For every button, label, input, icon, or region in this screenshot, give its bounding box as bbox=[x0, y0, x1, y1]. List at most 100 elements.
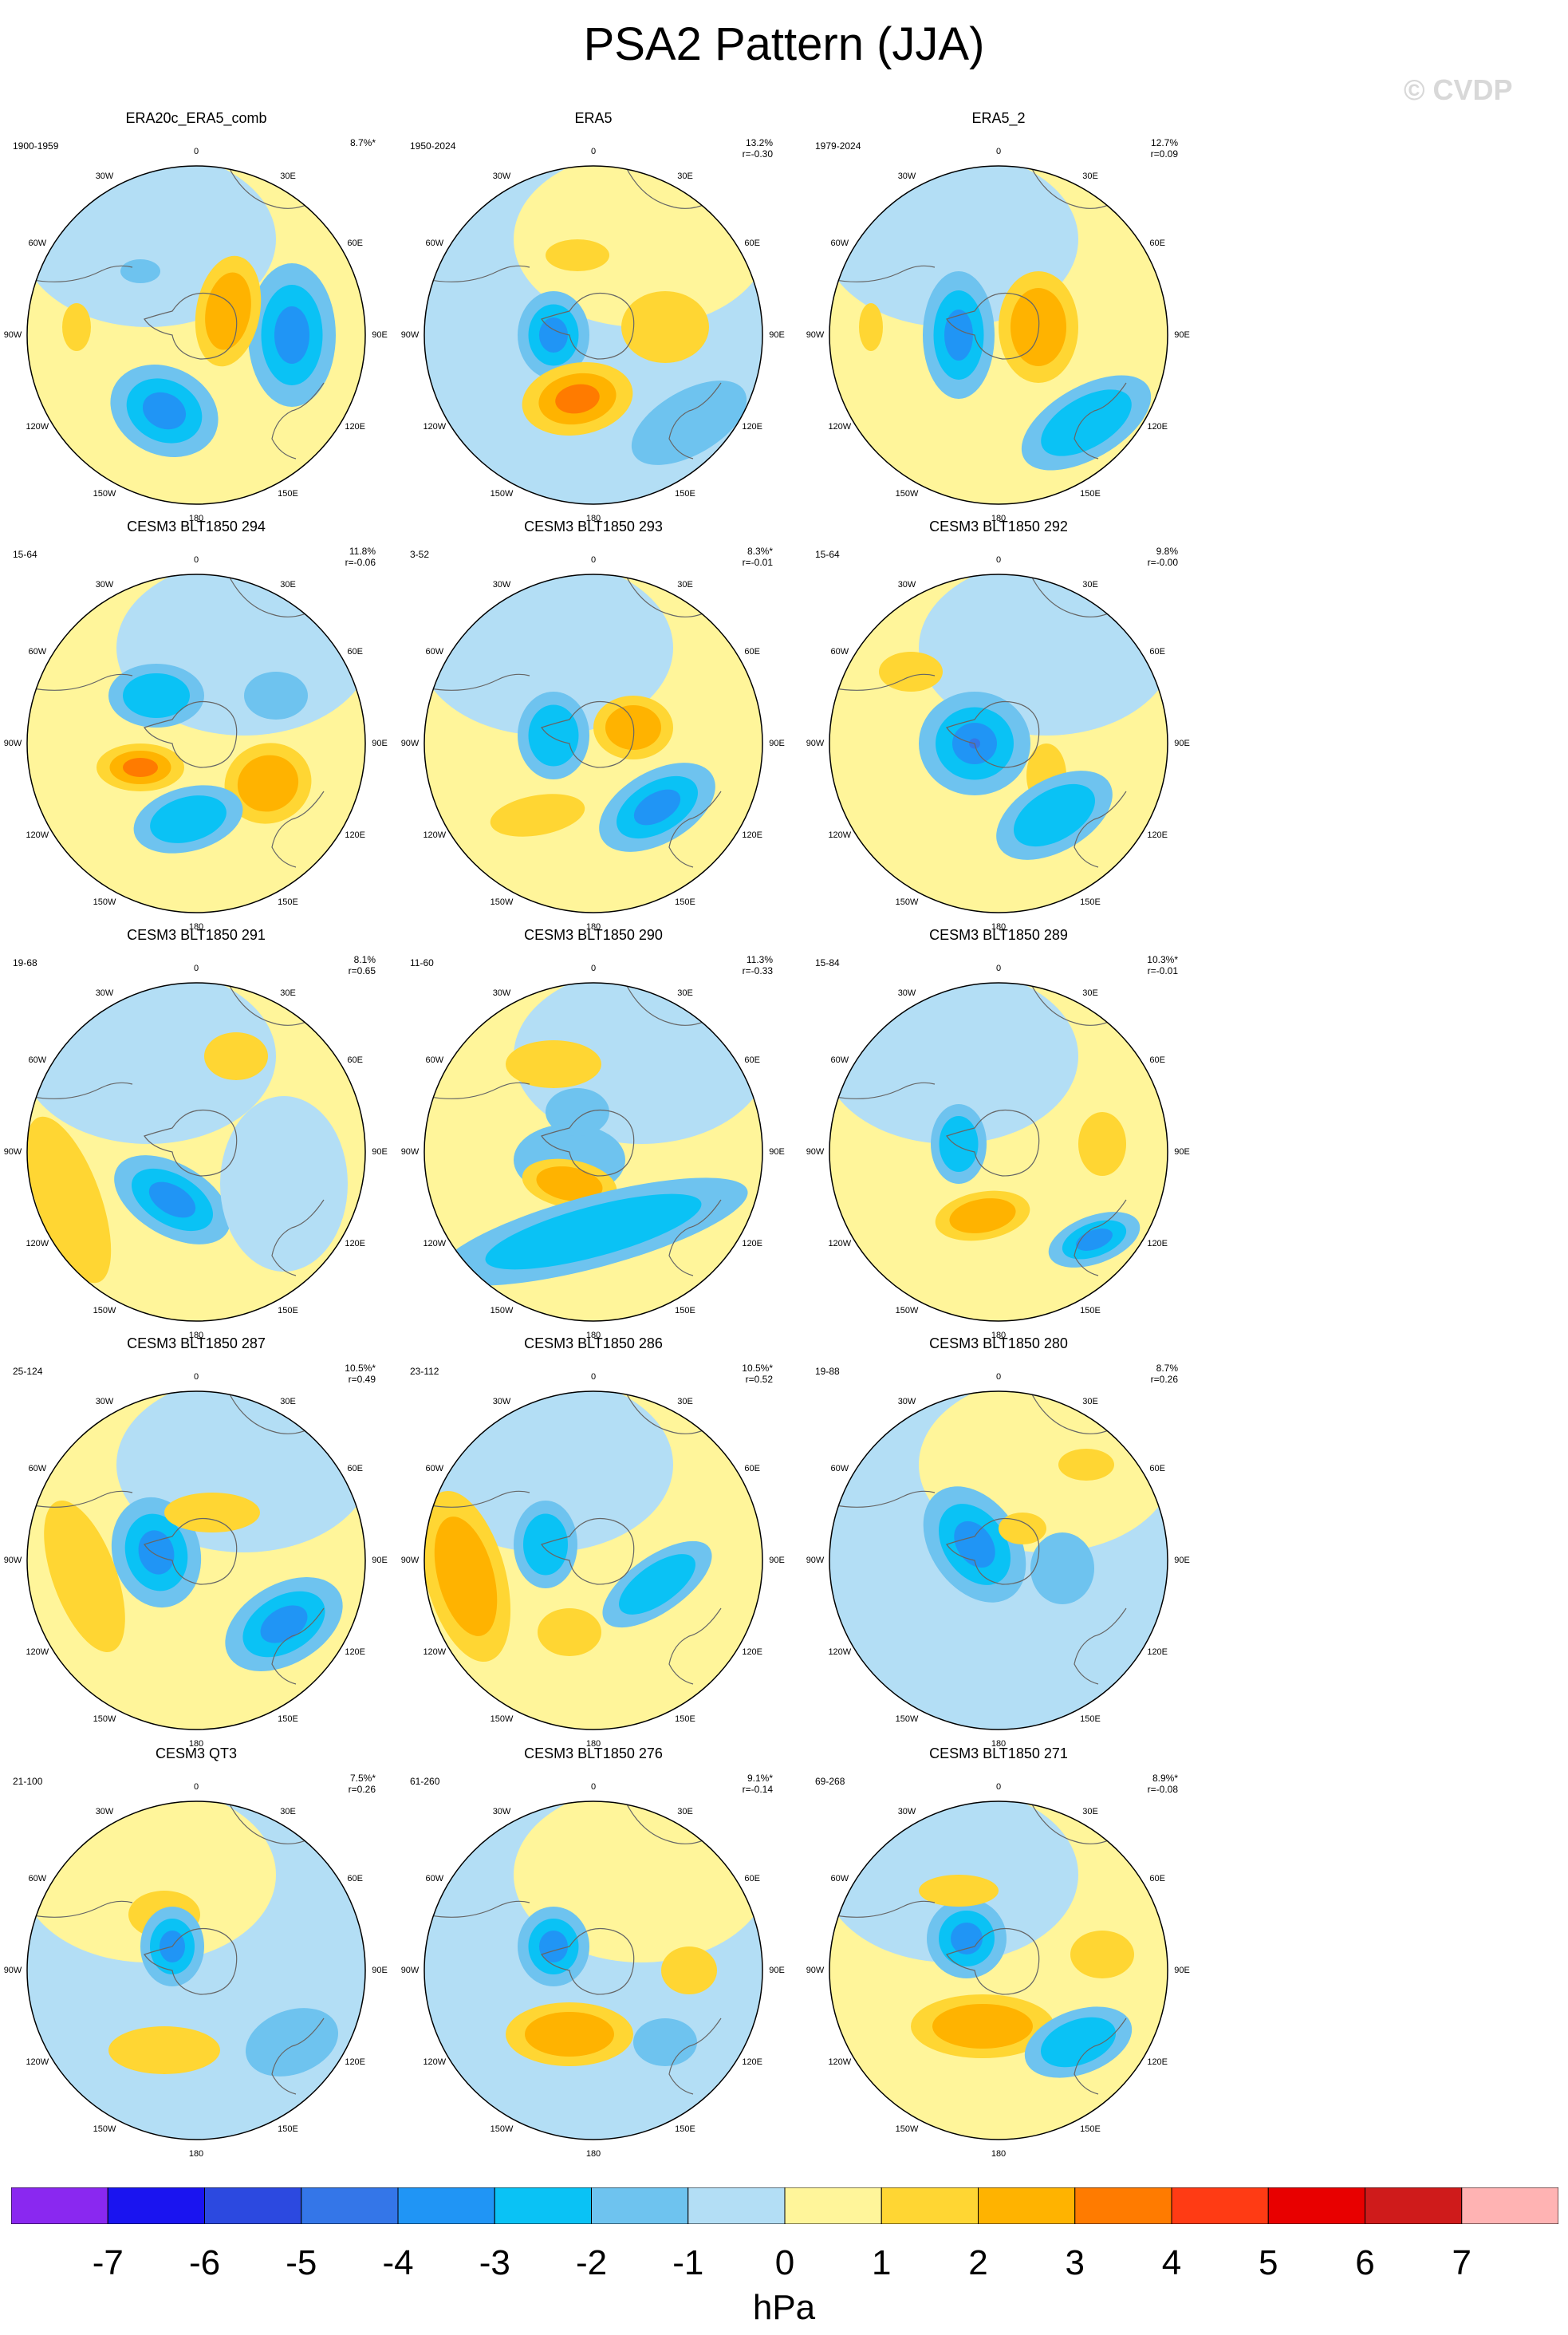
longitude-label: 150W bbox=[93, 2124, 116, 2135]
colorbar bbox=[11, 2187, 1558, 2224]
longitude-label: 90E bbox=[372, 1147, 388, 1157]
longitude-label: 30W bbox=[897, 1396, 916, 1406]
longitude-label: 120W bbox=[828, 1239, 852, 1248]
panel-variance: 13.2% bbox=[745, 137, 773, 148]
panel-correlation: r=-0.00 bbox=[1147, 557, 1178, 568]
panel-years: 23-112 bbox=[410, 1366, 439, 1377]
longitude-label: 30E bbox=[677, 579, 693, 590]
antarctica-coastline bbox=[541, 1109, 635, 1177]
antarctica-coastline bbox=[144, 1109, 238, 1177]
contour-region bbox=[120, 259, 160, 283]
longitude-label: 90E bbox=[1174, 330, 1190, 340]
map-panel: CESM3 BLT1850 286 23-112 10.5%* r=0.52 0 30E 6… bbox=[400, 1335, 785, 1750]
longitude-label: 30E bbox=[1082, 988, 1098, 998]
longitude-label: 180 bbox=[188, 922, 204, 932]
figure-title: PSA2 Pattern (JJA) bbox=[583, 18, 985, 70]
colorbar-tick-label: -2 bbox=[575, 2243, 608, 2282]
longitude-label: 90E bbox=[769, 1147, 785, 1157]
contour-region bbox=[148, 1181, 196, 1218]
colorbar-tick-label: 5 bbox=[1259, 2243, 1278, 2282]
south-america-coastline bbox=[425, 1490, 530, 1508]
longitude-label: 120E bbox=[345, 1239, 366, 1248]
longitude-label: 90E bbox=[372, 330, 388, 340]
panel-years: 19-88 bbox=[815, 1366, 840, 1377]
contour-region bbox=[244, 672, 308, 720]
panel-correlation: r=0.52 bbox=[745, 1374, 773, 1385]
longitude-label: 150E bbox=[675, 489, 695, 499]
panel-title: CESM3 BLT1850 294 bbox=[127, 519, 266, 534]
map-border bbox=[424, 1801, 763, 2140]
contour-region bbox=[859, 303, 883, 351]
longitude-label: 120E bbox=[742, 422, 763, 432]
longitude-label: 90E bbox=[769, 330, 785, 340]
map-panel: CESM3 BLT1850 290 11-60 11.3% r=-0.33 0 30E 60… bbox=[401, 927, 785, 1342]
panel-title: CESM3 QT3 bbox=[155, 1745, 238, 1761]
polar-map bbox=[829, 165, 1168, 505]
contour-region bbox=[523, 1513, 568, 1576]
map-panel: CESM3 BLT1850 276 61-260 9.1%* r=-0.14 0 30E 6… bbox=[401, 1745, 785, 2160]
map-border bbox=[424, 574, 763, 913]
contour-region bbox=[1078, 1112, 1126, 1176]
map-border bbox=[26, 1801, 366, 2140]
longitude-label: 180 bbox=[585, 1331, 601, 1340]
longitude-label: 90W bbox=[3, 330, 22, 340]
colorbar-swatch bbox=[301, 2187, 399, 2224]
contour-region bbox=[619, 1554, 695, 1615]
longitude-label: 30E bbox=[280, 1396, 296, 1406]
longitude-label: 30W bbox=[95, 171, 114, 181]
longitude-label: 60E bbox=[1149, 1874, 1165, 1883]
contour-region bbox=[951, 1923, 983, 1954]
panel-years: 15-84 bbox=[815, 957, 840, 968]
longitude-label: 150W bbox=[895, 1714, 919, 1725]
longitude-label: 120E bbox=[742, 1647, 763, 1657]
longitude-label: 60W bbox=[425, 1055, 444, 1065]
longitude-label: 120E bbox=[1147, 830, 1168, 840]
contour-region bbox=[539, 1931, 568, 1962]
longitude-label: 150E bbox=[675, 897, 695, 908]
longitude-label: 120W bbox=[828, 2057, 852, 2067]
longitude-label: 180 bbox=[991, 922, 1007, 932]
colorbar-swatch bbox=[397, 2187, 495, 2224]
longitude-label: 30W bbox=[95, 1806, 114, 1816]
longitude-label: 150W bbox=[895, 1306, 919, 1316]
contour-region bbox=[528, 704, 579, 767]
australia-coastline bbox=[668, 382, 722, 460]
south-america-coastline bbox=[830, 265, 936, 282]
map-border bbox=[829, 1801, 1168, 2140]
contour-region bbox=[949, 1198, 1016, 1233]
longitude-label: 90W bbox=[400, 1556, 420, 1565]
longitude-label: 150E bbox=[278, 1306, 298, 1316]
contour-region bbox=[633, 2018, 697, 2066]
panel-title: CESM3 BLT1850 290 bbox=[524, 927, 663, 943]
south-america-coastline bbox=[28, 265, 133, 282]
longitude-label: 150W bbox=[93, 1306, 116, 1316]
longitude-label: 150E bbox=[1080, 2124, 1101, 2135]
contour-region bbox=[1070, 1931, 1134, 1978]
south-america-coastline bbox=[28, 673, 133, 691]
australia-coastline bbox=[668, 791, 722, 868]
longitude-label: 150E bbox=[1080, 1306, 1101, 1316]
polar-map bbox=[26, 1390, 366, 1730]
colorbar-tick-label: -7 bbox=[92, 2243, 124, 2282]
contour-region bbox=[27, 1116, 112, 1284]
longitude-label: 60W bbox=[425, 1464, 444, 1473]
south-america-coastline bbox=[425, 265, 530, 282]
longitude-label: 60W bbox=[830, 1055, 849, 1065]
colorbar-tick-label: 1 bbox=[872, 2243, 892, 2282]
panel-title: CESM3 BLT1850 276 bbox=[524, 1745, 663, 1761]
map-border bbox=[829, 165, 1168, 505]
colorbar-swatch bbox=[1267, 2187, 1365, 2224]
map-border bbox=[424, 165, 763, 505]
longitude-label: 150W bbox=[490, 2124, 514, 2135]
longitude-label: 60E bbox=[1149, 1055, 1165, 1065]
longitude-label: 120E bbox=[742, 2057, 763, 2067]
longitude-label: 180 bbox=[991, 2149, 1007, 2159]
antarctica-coastline bbox=[946, 1109, 1040, 1177]
panel-title: CESM3 BLT1850 271 bbox=[929, 1745, 1068, 1761]
longitude-label: 60W bbox=[28, 647, 47, 657]
longitude-label: 60E bbox=[744, 1464, 760, 1473]
longitude-label: 0 bbox=[590, 555, 597, 565]
longitude-label: 30W bbox=[492, 579, 511, 590]
longitude-label: 30W bbox=[95, 579, 114, 590]
longitude-label: 90E bbox=[1174, 1147, 1190, 1157]
